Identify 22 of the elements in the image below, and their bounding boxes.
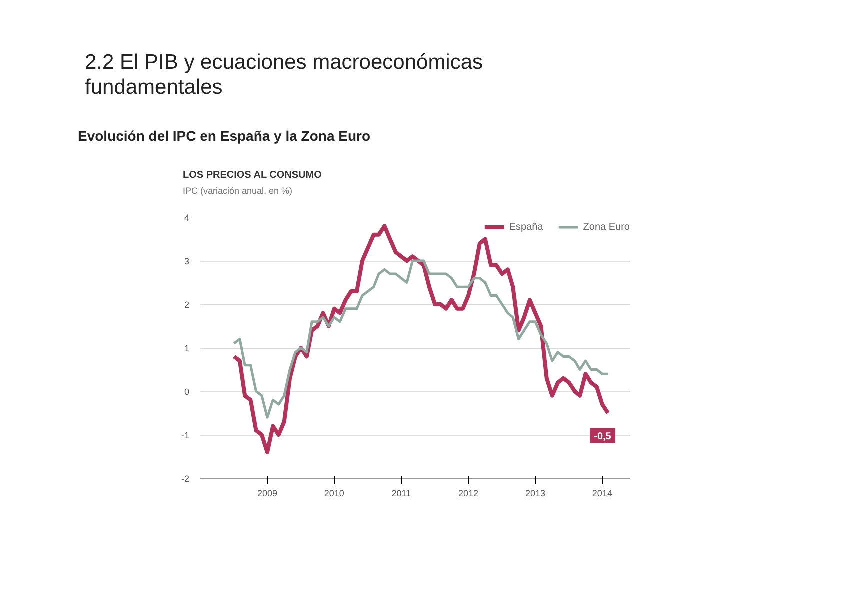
text: IPC (variación anual, en %) <box>183 186 294 197</box>
y-tick-label: 2 <box>184 300 190 310</box>
y-tick-label: -2 <box>182 474 190 484</box>
y-tick-label: 0 <box>184 387 190 397</box>
text: LOS PRECIOS AL CONSUMO <box>183 170 323 182</box>
x-tick-label: 2012 <box>458 488 479 498</box>
line-series <box>232 224 610 454</box>
chart-title: 2.2 El PIB y ecuaciones macroeconómicas fundamentales <box>85 50 484 100</box>
x-tick-label: 2009 <box>257 488 278 498</box>
annotation: -0,5 <box>594 431 612 442</box>
chart-subtitle: Evolución del IPC en España y la Zona Euro <box>78 128 372 145</box>
x-tick-label: 2014 <box>592 488 612 498</box>
y-tick-label: 1 <box>184 344 190 354</box>
line-series <box>233 260 610 419</box>
x-tick-label: 2010 <box>324 488 344 498</box>
x-tick-label: 2011 <box>392 488 412 498</box>
y-tick-label: -1 <box>182 430 190 440</box>
legend-label: España <box>509 222 544 232</box>
y-tick-label: 4 <box>184 213 190 223</box>
x-tick-label: 2013 <box>525 488 546 498</box>
y-tick-label: 3 <box>184 256 190 266</box>
legend-label: Zona Euro <box>583 222 630 232</box>
